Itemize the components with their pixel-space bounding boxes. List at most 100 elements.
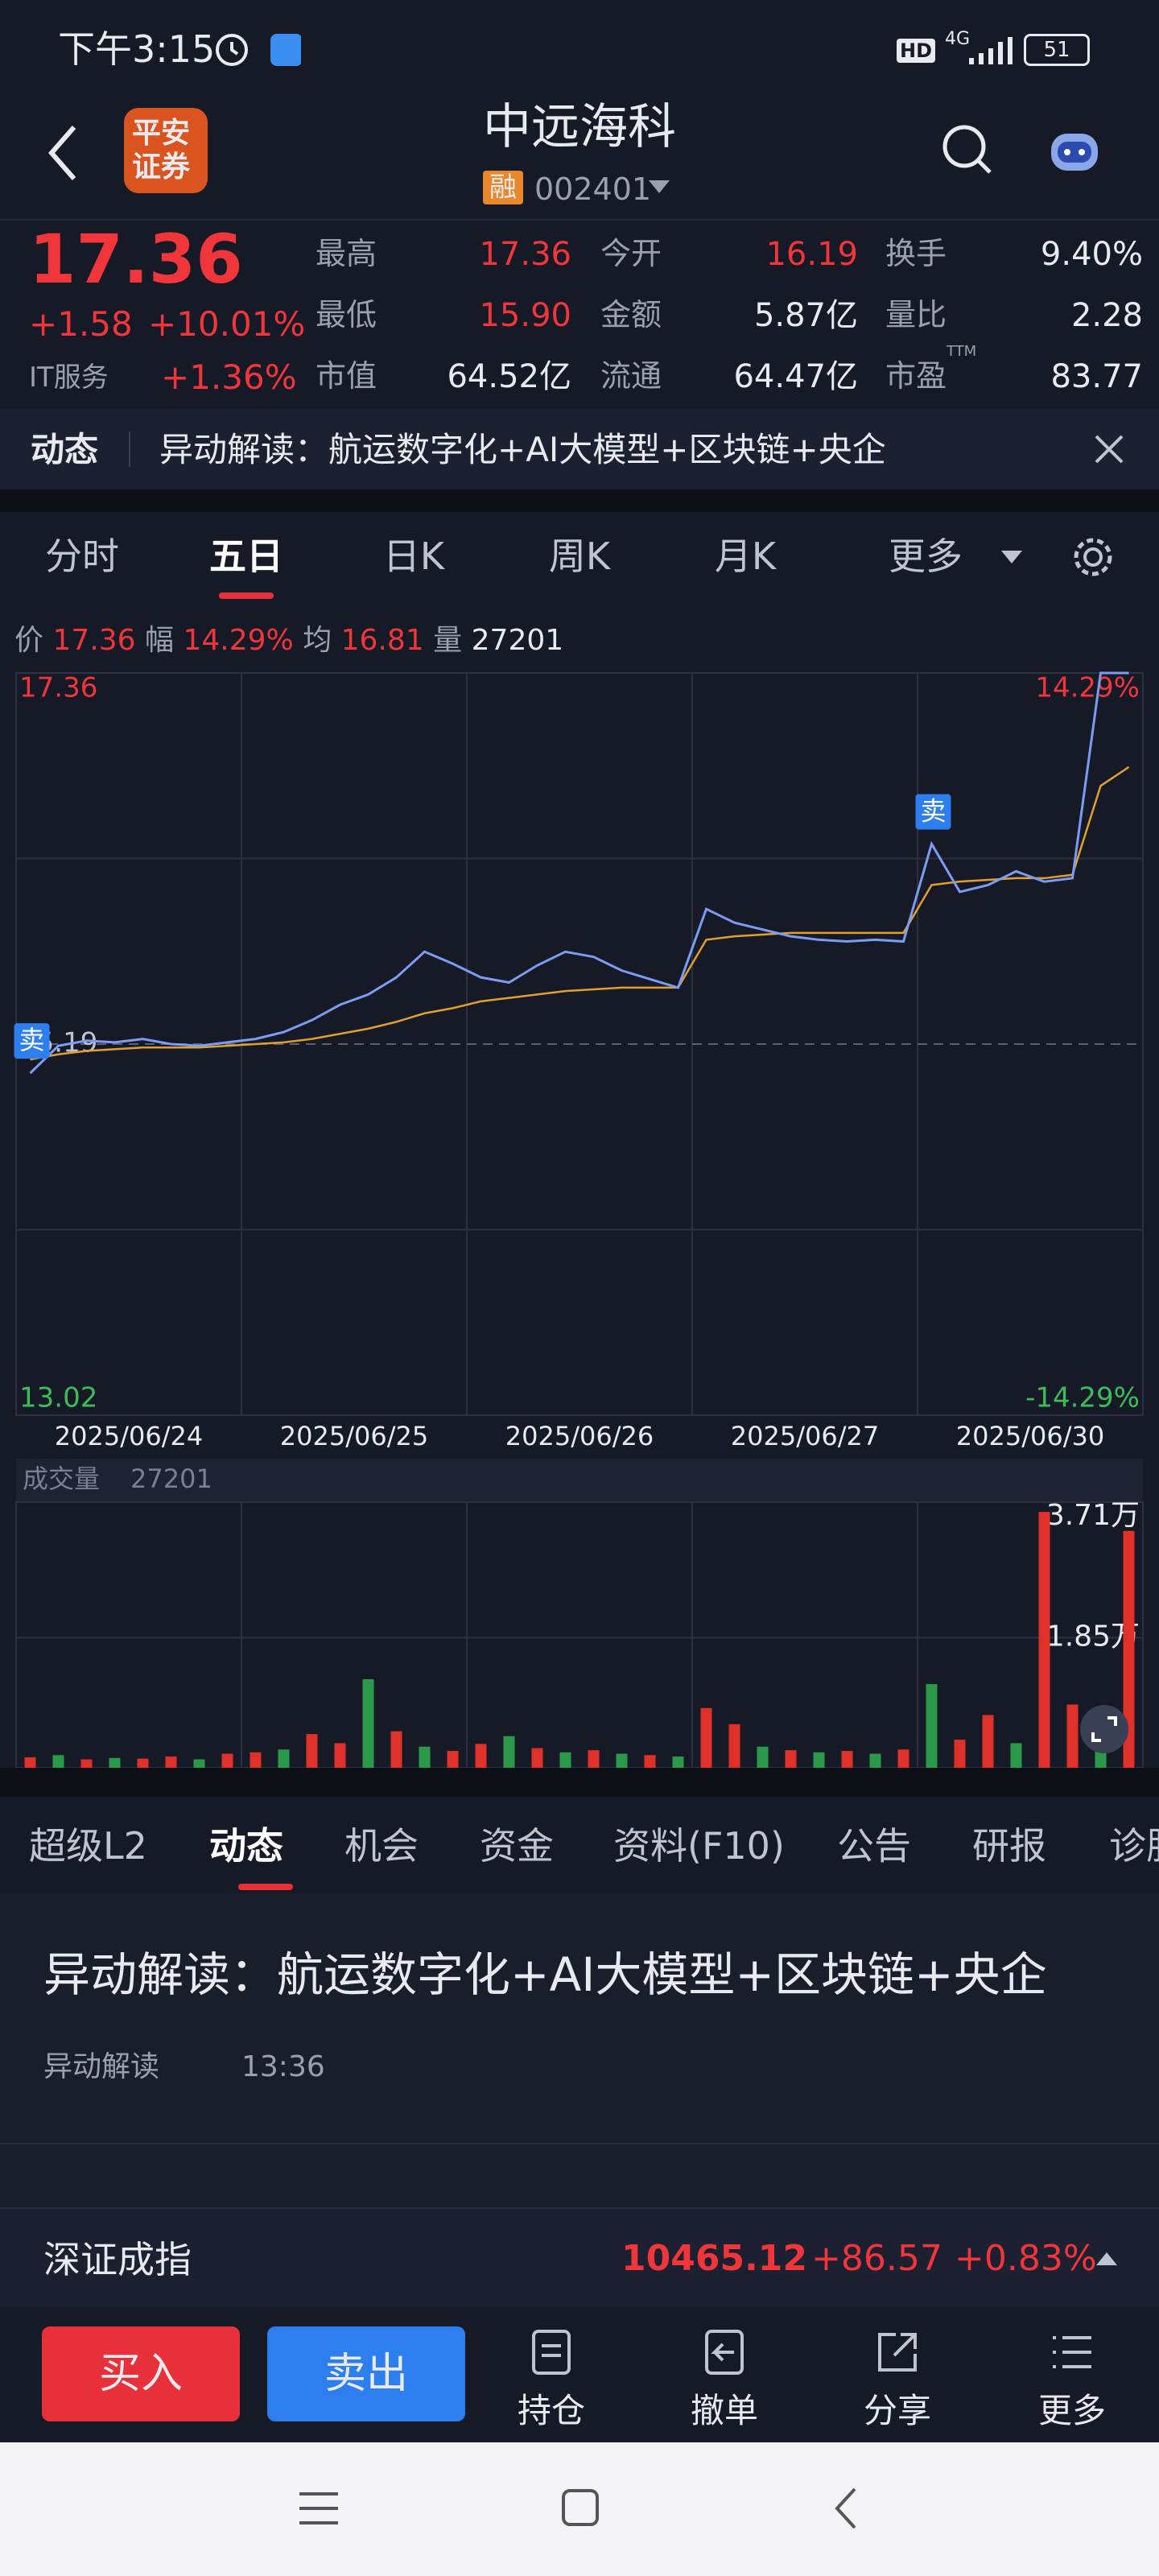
content-tab[interactable]: 超级L2 [29,1824,147,1868]
nav-menu[interactable] [296,2486,341,2531]
close-button[interactable] [1093,433,1125,465]
chart-tab[interactable]: 更多 [889,535,963,578]
volume-bar [559,1752,571,1768]
field-value: 64.52亿 [447,358,571,395]
volume-bar [700,1707,712,1768]
volume-bar [165,1757,177,1768]
field-label: 最高 [316,236,377,271]
x-tick-label: 2025/06/26 [505,1421,654,1451]
field-value: 83.77 [1050,358,1143,395]
field-value: 15.90 [479,297,571,334]
volume-bar [250,1752,262,1768]
sector-change: +1.36% [161,357,297,397]
news-source: 异动解读 [43,2050,160,2083]
field-label: 最低 [316,297,377,332]
field-label: 金额 [600,297,662,332]
volume-bar [278,1749,290,1768]
y-tick-label: 13.02 [19,1382,97,1414]
chart-tab[interactable]: 五日 [209,535,283,578]
settings-button[interactable] [1070,535,1116,580]
action-label[interactable]: 撤单 [690,2391,758,2430]
expand-icon[interactable] [1095,2251,1119,2267]
news-item[interactable]: 异动解读：航运数字化+AI大模型+区块链+央企 异动解读 13:36 [0,1893,1159,2143]
volume-bar [52,1755,64,1768]
field-value: 16.19 [765,236,858,273]
volume-bar [447,1751,459,1768]
sell-button[interactable]: 卖出 [267,2326,465,2421]
chart-tab[interactable]: 周K [548,535,611,578]
content-tab[interactable]: 机会 [344,1824,419,1868]
info-label: 价 [14,624,44,657]
assistant-button[interactable] [1046,122,1103,179]
chart-tab[interactable]: 分时 [45,535,119,578]
chart-tab[interactable]: 日K [382,535,445,578]
action-label[interactable]: 分享 [863,2391,931,2430]
search-button[interactable] [940,122,996,179]
nav-back[interactable] [824,2486,869,2531]
action-label[interactable]: 持仓 [517,2391,585,2430]
action-icon[interactable] [699,2326,750,2378]
content-tab[interactable]: 公告 [837,1824,911,1868]
volume-header [16,1459,1143,1502]
ticker-text: 异动解读：航运数字化+AI大模型+区块链+央企 [159,430,886,469]
nav-home[interactable] [559,2486,604,2531]
back-button[interactable] [40,121,89,185]
info-label: 均 [303,624,332,657]
separator [129,431,130,467]
volume-bar [1066,1704,1079,1768]
field-label: 换手 [885,236,947,271]
action-icon[interactable] [1046,2326,1098,2378]
status-icons [216,34,301,66]
trade-marker [915,794,951,830]
expand-button [1080,1705,1128,1753]
action-icon[interactable] [872,2326,923,2378]
y2-tick-label: -14.29% [1025,1382,1140,1414]
field-value: 64.47亿 [733,358,858,395]
volume-bar [24,1757,36,1768]
trade-marker [14,1023,50,1059]
volume-bar [644,1755,656,1768]
content-tab[interactable]: 动态 [209,1824,283,1868]
tab-indicator [238,1884,293,1890]
content-tab[interactable]: 诊股 [1109,1824,1159,1868]
volume-bar [954,1740,966,1768]
news-ticker[interactable]: 动态 异动解读：航运数字化+AI大模型+区块链+央企 [0,409,1159,489]
index-name: 深证成指 [43,2238,192,2281]
volume-bar [982,1715,994,1768]
action-bar: 买入 卖出 [0,2307,1159,2442]
volume-bar [616,1753,628,1768]
volume-bar [1010,1743,1022,1768]
content-tab[interactable]: 资料(F10) [613,1824,785,1868]
x-tick-label: 2025/06/24 [55,1421,203,1451]
field-label: 今开 [600,236,662,271]
content-tab[interactable]: 研报 [972,1824,1046,1868]
info-value: 17.36 [52,624,136,657]
index-bar[interactable]: 深证成指 10465.12 +86.57 +0.83% [0,2207,1159,2309]
dropdown-icon[interactable] [647,179,671,195]
buy-button[interactable]: 买入 [42,2326,240,2421]
more-dropdown[interactable] [1000,549,1024,565]
x-tick-label: 2025/06/30 [956,1421,1104,1451]
logo-text: 证券 [132,151,191,184]
volume-bar [841,1751,853,1768]
info-value: 27201 [471,624,564,657]
price-change: +1.58 [29,304,133,344]
nav-bar [0,2442,1159,2576]
volume-bar [503,1736,515,1768]
volume-bar [419,1746,431,1768]
volume-bar [137,1758,149,1768]
index-value: 10465.12 [621,2238,808,2279]
action-label[interactable]: 更多 [1037,2391,1106,2430]
volume-bar [1038,1512,1050,1768]
volume-title: 成交量 [23,1463,100,1494]
stock-name: 中远海科 [483,99,676,155]
action-icon[interactable] [526,2326,577,2378]
volume-bar [785,1750,797,1768]
info-value: 16.81 [340,624,424,657]
content-tab[interactable]: 资金 [480,1824,554,1868]
plot-frame [15,1501,1144,1769]
tab-indicator [219,592,274,599]
news-title: 异动解读：航运数字化+AI大模型+区块链+央企 [43,1947,1047,2002]
chart-tab[interactable]: 月K [714,535,777,578]
